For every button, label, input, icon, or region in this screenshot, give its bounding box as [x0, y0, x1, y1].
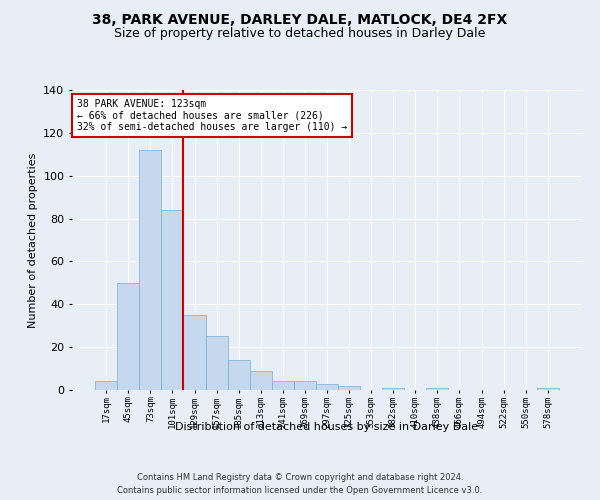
Bar [227, 360, 250, 390]
Text: Contains HM Land Registry data © Crown copyright and database right 2024.: Contains HM Land Registry data © Crown c… [137, 472, 463, 482]
Bar [294, 382, 316, 390]
Bar [95, 382, 117, 390]
Bar [139, 150, 161, 390]
Bar [117, 283, 139, 390]
Bar [537, 388, 559, 390]
Text: Distribution of detached houses by size in Darley Dale: Distribution of detached houses by size … [175, 422, 479, 432]
Bar [427, 388, 448, 390]
Bar [338, 386, 360, 390]
Bar [206, 336, 227, 390]
Text: Contains public sector information licensed under the Open Government Licence v3: Contains public sector information licen… [118, 486, 482, 495]
Bar [161, 210, 184, 390]
Bar [316, 384, 338, 390]
Bar [272, 382, 294, 390]
Y-axis label: Number of detached properties: Number of detached properties [28, 152, 38, 328]
Text: 38 PARK AVENUE: 123sqm
← 66% of detached houses are smaller (226)
32% of semi-de: 38 PARK AVENUE: 123sqm ← 66% of detached… [77, 99, 347, 132]
Bar [250, 370, 272, 390]
Bar [184, 315, 206, 390]
Text: 38, PARK AVENUE, DARLEY DALE, MATLOCK, DE4 2FX: 38, PARK AVENUE, DARLEY DALE, MATLOCK, D… [92, 12, 508, 26]
Bar [382, 388, 404, 390]
Text: Size of property relative to detached houses in Darley Dale: Size of property relative to detached ho… [115, 28, 485, 40]
